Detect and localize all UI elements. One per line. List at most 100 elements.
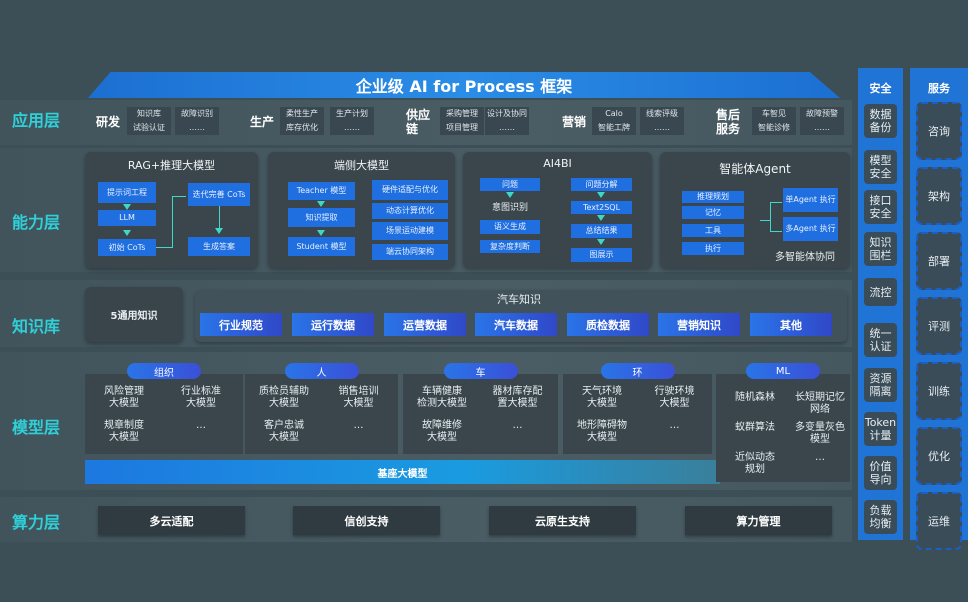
box: 场景运动建模 — [372, 222, 448, 240]
box: 问题分解 — [571, 178, 632, 191]
arrow-down-icon — [597, 215, 605, 221]
layer-label-model: 模型层 — [12, 418, 61, 437]
model-group-pill: 组织 — [127, 363, 201, 379]
model-item: 质检员辅助 大模型 — [259, 386, 309, 409]
model-item: 风险管理 大模型 — [104, 386, 144, 409]
model-group-pill: 人 — [284, 363, 359, 379]
box: 语义生成 — [480, 220, 540, 234]
security-title: 安全 — [869, 82, 892, 95]
model-item: 长短期记忆 网络 — [795, 392, 845, 415]
app-item: …… — [189, 123, 205, 132]
security-item: 知识 围栏 — [864, 232, 897, 266]
model-group-panel: 风险管理 大模型 行业标准 大模型 规章制度 大模型… — [85, 374, 243, 454]
model-group-panel: 天气环境 大模型 行驶环境 大模型 地形障碍物 大模型… — [563, 374, 712, 454]
connector — [760, 220, 770, 221]
app-item: 知识库 — [137, 109, 161, 118]
knowledge-tag[interactable]: 营销知识 — [658, 313, 740, 336]
compute-item: 信创支持 — [293, 506, 440, 535]
app-item: …… — [654, 123, 670, 132]
model-group-panel: 质检员辅助 大模型 销售培训 大模型 客户忠诚 大模型… — [245, 374, 398, 454]
box: 提示词工程 — [98, 182, 156, 203]
arrow-down-icon — [317, 230, 325, 236]
layer-label-app: 应用层 — [12, 111, 61, 130]
app-item: 采购管理 — [446, 109, 478, 118]
service-item: 架构 — [916, 167, 962, 225]
multi-agent-label: 多智能体协同 — [775, 252, 835, 263]
model-item: … — [512, 420, 523, 431]
app-item: …… — [499, 123, 515, 132]
box: 生成答案 — [188, 237, 250, 256]
app-category-label: 研发 — [96, 115, 121, 129]
layer-label-compute: 算力层 — [12, 513, 61, 532]
app-item: 项目管理 — [446, 123, 478, 132]
model-item: 天气环境 大模型 — [582, 386, 622, 409]
connector — [156, 247, 172, 248]
service-item: 训练 — [916, 362, 962, 420]
app-item: 柔性生产 — [286, 109, 318, 118]
box: 问题 — [480, 178, 540, 191]
app-item-box: 故障预警 …… — [800, 107, 844, 135]
framework-title: 企业级 AI for Process 框架 — [88, 72, 840, 98]
model-item: 车辆健康 检测大模型 — [417, 386, 467, 409]
security-item: 价值 导向 — [864, 456, 897, 490]
model-item: 蚁群算法 — [735, 422, 775, 433]
security-column: 安全 数据 备份 模型 安全 接口 安全 知识 围栏 流控 统一 认证 资源 隔离 Token… — [858, 68, 903, 540]
service-item: 评测 — [916, 297, 962, 355]
arrow-down-icon — [123, 204, 131, 210]
box: 知识提取 — [288, 208, 355, 227]
compute-item: 算力管理 — [685, 506, 832, 535]
app-item-box: 线索评级 …… — [640, 107, 684, 135]
connector — [219, 206, 220, 230]
panel-ai4bi: AI4BI 问题 意图识别 语义生成 复杂度判断 问题分解 Text2SQL 总… — [463, 152, 652, 268]
app-item-box: 车智见 智能诊修 — [752, 107, 796, 135]
box: 硬件适配与优化 — [372, 180, 448, 200]
box: 动态计算优化 — [372, 203, 448, 219]
app-item: 故障预警 — [806, 109, 838, 118]
panel-agent: 智能体Agent 推理规划 记忆 工具 执行 单Agent 执行 多Agent … — [660, 152, 850, 268]
box: 多Agent 执行 — [783, 217, 838, 241]
box: 复杂度判断 — [480, 240, 540, 253]
box: Text2SQL — [571, 201, 632, 214]
service-item: 优化 — [916, 427, 962, 485]
app-item: 智能工牌 — [598, 123, 630, 132]
box: 执行 — [682, 242, 744, 255]
model-group-panel: 随机森林 长短期记忆 网络 蚁群算法 多变量灰色 模型 近似动态 规划… — [716, 374, 850, 482]
panel-title: 端侧大模型 — [334, 159, 389, 172]
app-category-label: 营销 — [562, 115, 587, 129]
knowledge-tag[interactable]: 行业规范 — [200, 313, 282, 336]
knowledge-tag[interactable]: 质检数据 — [567, 313, 649, 336]
app-item: 试验认证 — [133, 123, 165, 132]
security-item: Token 计量 — [864, 412, 897, 446]
arrow-down-icon — [597, 192, 605, 198]
security-item: 负载 均衡 — [864, 500, 897, 534]
app-item: 生产计划 — [336, 109, 368, 118]
connector — [172, 196, 173, 248]
model-item: 多变量灰色 模型 — [795, 422, 845, 445]
security-item: 模型 安全 — [864, 150, 897, 184]
box: 图展示 — [571, 248, 632, 262]
service-item: 咨询 — [916, 102, 962, 160]
app-item-box: 知识库 试验认证 — [127, 107, 171, 135]
arrow-down-icon — [506, 192, 514, 198]
security-item: 接口 安全 — [864, 190, 897, 224]
model-group-pill: ML — [746, 363, 820, 379]
app-category-label: 生产 — [250, 115, 275, 129]
model-item: … — [815, 452, 825, 463]
knowledge-tag[interactable]: 运营数据 — [384, 313, 466, 336]
knowledge-tag[interactable]: 其他 — [750, 313, 832, 336]
connector — [770, 202, 782, 203]
app-item: 车智见 — [762, 109, 786, 118]
service-item: 运维 — [916, 492, 962, 550]
model-item: 客户忠诚 大模型 — [264, 420, 304, 443]
connector — [172, 196, 186, 197]
knowledge-tag[interactable]: 汽车数据 — [475, 313, 557, 336]
model-item: 地形障碍物 大模型 — [577, 420, 627, 443]
panel-title: 智能体Agent — [719, 162, 791, 176]
model-item: 行业标准 大模型 — [181, 386, 221, 409]
layer-label-knowledge: 知识库 — [12, 317, 61, 336]
model-item: 规章制度 大模型 — [104, 420, 144, 443]
app-item: 智能诊修 — [758, 123, 790, 132]
box: Teacher 模型 — [288, 182, 355, 200]
service-item: 部署 — [916, 232, 962, 290]
knowledge-tag[interactable]: 运行数据 — [292, 313, 374, 336]
